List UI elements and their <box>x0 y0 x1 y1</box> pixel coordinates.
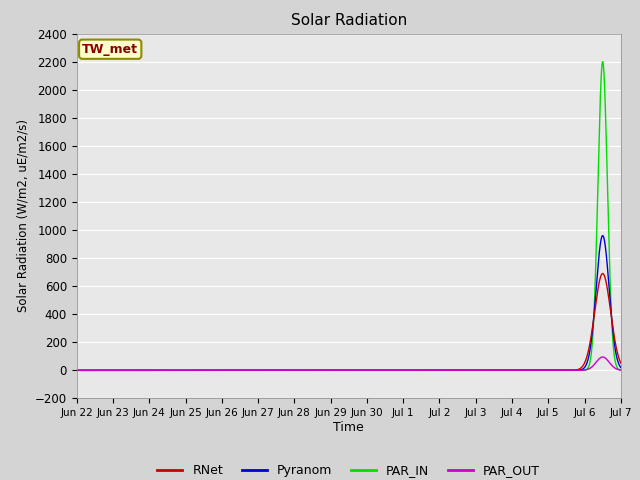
Text: TW_met: TW_met <box>82 43 138 56</box>
Legend: RNet, Pyranom, PAR_IN, PAR_OUT: RNet, Pyranom, PAR_IN, PAR_OUT <box>152 459 545 480</box>
Title: Solar Radiation: Solar Radiation <box>291 13 407 28</box>
X-axis label: Time: Time <box>333 421 364 434</box>
Y-axis label: Solar Radiation (W/m2, uE/m2/s): Solar Radiation (W/m2, uE/m2/s) <box>17 120 29 312</box>
